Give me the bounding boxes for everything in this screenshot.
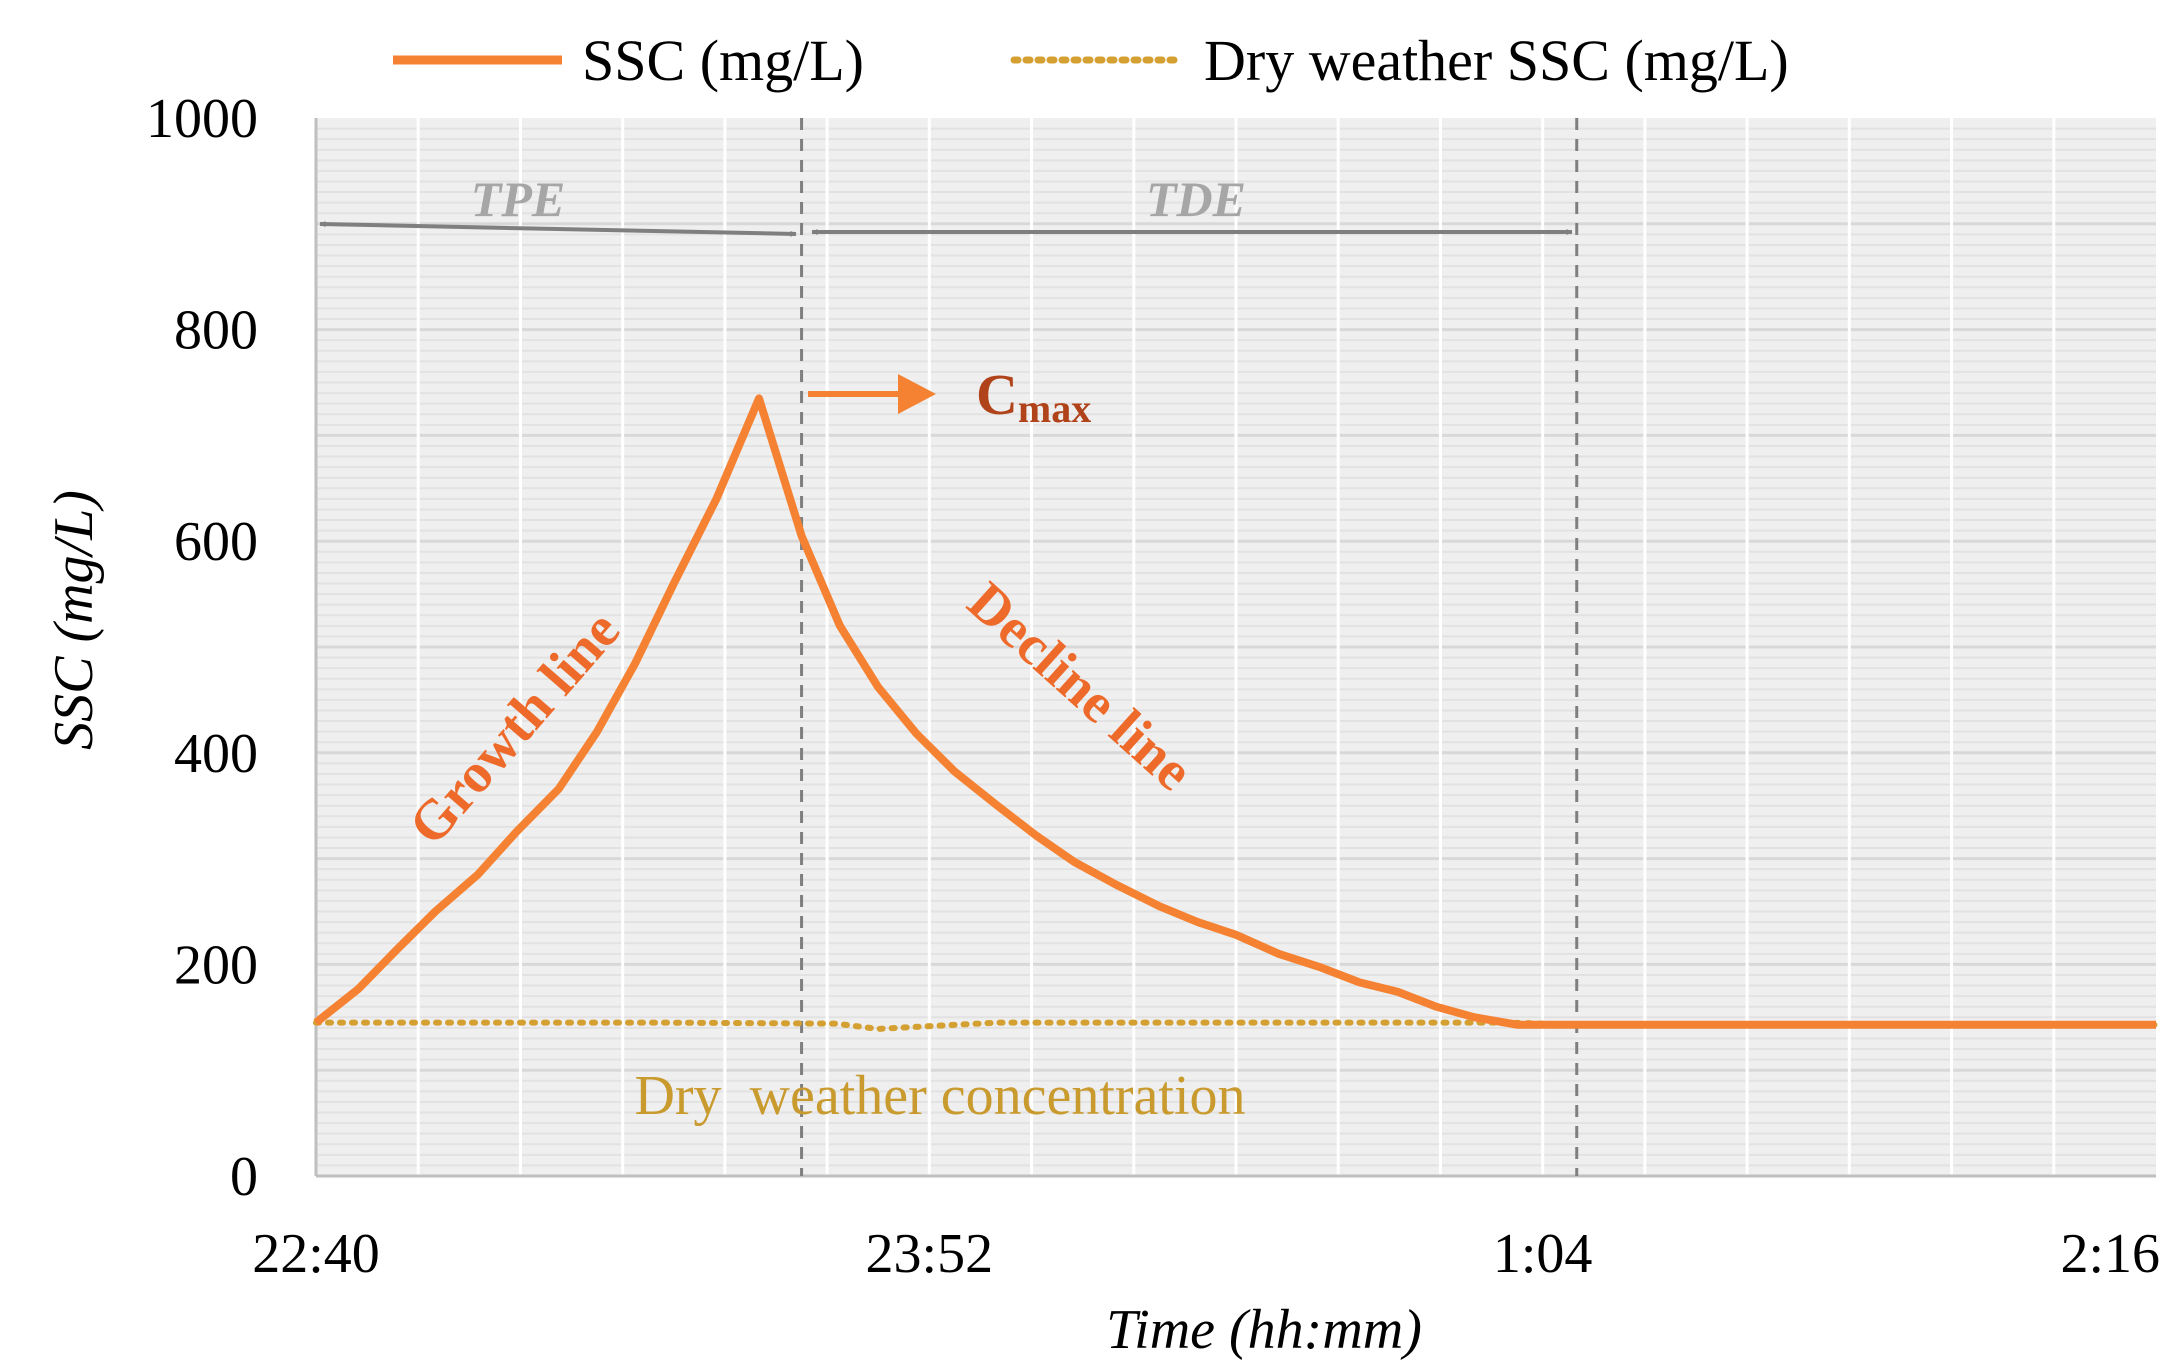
grid bbox=[316, 118, 2156, 1176]
y-axis-title: SSC (mg/L) bbox=[43, 490, 105, 750]
legend-label-dry: Dry weather SSC (mg/L) bbox=[1204, 28, 1789, 93]
series-line-ssc bbox=[313, 394, 2156, 1029]
y-tick-label: 800 bbox=[174, 300, 258, 362]
dry-weather-label: Dry weather concentration bbox=[634, 1065, 1245, 1127]
y-tick-label: 400 bbox=[174, 723, 258, 785]
tpe-arrow bbox=[319, 221, 797, 237]
y-tick-label: 0 bbox=[230, 1146, 258, 1208]
cmax-arrow-head bbox=[898, 374, 936, 414]
y-axis-ticks: 0 200 400 600 800 1000 bbox=[146, 88, 258, 1208]
tde-label: TDE bbox=[1146, 171, 1246, 227]
x-tick-label: 1:04 bbox=[1493, 1223, 1593, 1285]
y-tick-label: 1000 bbox=[146, 88, 258, 150]
x-axis-ticks: 22:40 23:52 1:04 2:16 bbox=[252, 1223, 2160, 1285]
x-axis-title: Time (hh:mm) bbox=[1106, 1299, 1422, 1361]
y-tick-label: 200 bbox=[174, 934, 258, 996]
plot-area bbox=[314, 118, 2156, 1178]
x-tick-label: 22:40 bbox=[252, 1223, 380, 1285]
cmax-label: Cmax bbox=[976, 362, 1091, 431]
y-tick-label: 600 bbox=[174, 511, 258, 573]
tpe-label: TPE bbox=[471, 171, 565, 227]
legend-label-ssc: SSC (mg/L) bbox=[582, 28, 864, 93]
cmax-annotation: Cmax bbox=[808, 362, 1091, 431]
legend: SSC (mg/L) Dry weather SSC (mg/L) bbox=[393, 28, 1789, 93]
x-tick-label: 2:16 bbox=[2060, 1223, 2160, 1285]
x-tick-label: 23:52 bbox=[866, 1223, 994, 1285]
reference-lines bbox=[800, 118, 1579, 1176]
